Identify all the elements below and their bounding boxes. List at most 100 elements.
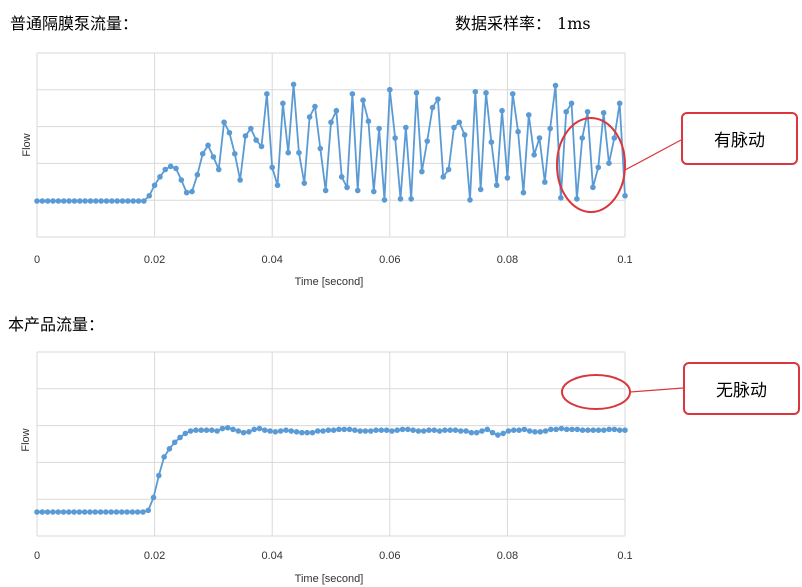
x-tick-label: 0.04 [261,254,282,266]
data-point [55,509,61,515]
data-point [81,509,88,515]
data-point [39,509,46,515]
sample-rate-caption: 数据采样率： [455,14,552,33]
data-point [65,509,72,515]
data-point [309,429,316,436]
data-point [171,439,178,446]
data-point [563,108,569,115]
data-point [44,198,51,204]
data-point [119,198,126,204]
data-point [606,160,612,166]
data-point [357,428,363,434]
data-point [150,494,157,501]
data-point [34,509,40,515]
data-point [574,196,580,202]
data-point [129,509,136,515]
data-point [134,509,141,515]
data-point [215,166,222,173]
x-tick-label: 0 [34,550,40,562]
top-chart-heading: 普通隔膜泵流量： [10,14,139,33]
data-point [219,425,226,432]
x-tick-label: 0.06 [379,550,400,562]
data-point [611,135,618,141]
y-axis-title: Flow [20,428,32,451]
data-point [97,509,104,515]
data-point [272,429,279,435]
data-point [162,166,169,173]
data-point [312,103,318,110]
data-point [548,426,554,433]
data-point [415,428,422,434]
data-point [235,428,242,434]
data-point [622,192,628,199]
data-point [473,429,480,436]
data-point [483,90,489,96]
data-point [547,125,553,132]
data-point [472,89,479,95]
data-point [304,429,310,436]
data-point [135,198,142,204]
data-point [542,179,548,185]
data-point [553,426,559,433]
data-point [606,426,612,433]
x-tick-label: 0.02 [144,550,165,562]
data-point [616,100,623,107]
bottom-chart-heading: 本产品流量： [8,315,105,334]
data-point [442,427,448,433]
data-point [484,426,491,433]
data-point [151,182,158,189]
data-point [338,174,345,180]
data-point [71,198,78,204]
data-point [499,107,505,114]
data-point [584,108,591,115]
data-point [579,427,586,433]
data-point [467,197,473,203]
data-point [189,188,195,195]
data-point [124,509,130,515]
data-point [574,426,581,433]
data-point [267,428,273,434]
data-point [288,428,295,434]
data-point [429,104,436,111]
data-point [301,180,308,186]
data-point [440,174,447,180]
data-point [558,425,565,432]
data-point [34,198,40,204]
data-point [452,427,459,433]
data-point [399,426,406,433]
data-point [330,427,337,433]
data-point [214,428,220,434]
data-point [525,112,532,118]
data-point [248,125,254,132]
data-point [269,164,276,171]
data-point [299,429,305,436]
data-point [367,428,374,434]
data-point [360,97,366,103]
data-point [426,427,432,433]
data-point [408,196,414,202]
data-point [109,198,115,204]
data-point [531,152,537,158]
data-point [203,427,210,433]
data-point [515,128,521,135]
data-point [521,426,528,433]
data-point [98,198,104,204]
data-point [140,509,146,515]
data-point [387,86,393,93]
data-point [590,427,597,433]
data-point [456,119,463,126]
sample-rate-value: 1ms [557,14,591,33]
data-point [431,427,438,433]
data-point [230,426,236,433]
data-point [264,91,270,97]
series-line [37,84,626,202]
data-point [463,428,469,434]
data-point [198,427,205,433]
data-point [258,143,265,150]
data-point [177,434,183,441]
data-point [611,426,618,433]
data-point [420,428,427,434]
data-point [156,472,162,479]
data-point [193,427,199,433]
data-point [413,90,420,96]
